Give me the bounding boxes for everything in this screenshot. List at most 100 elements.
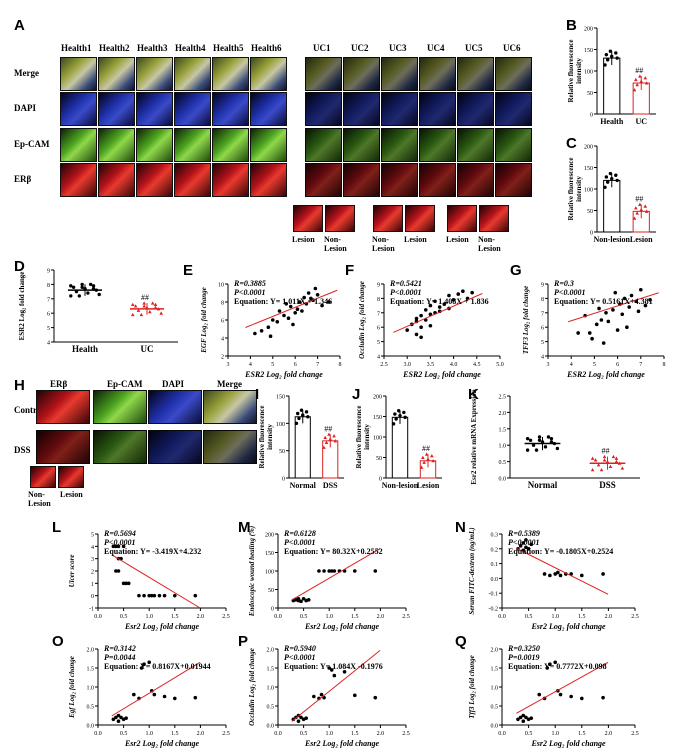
panel-letter-q: Q: [455, 633, 467, 650]
zoom-inset-4: [447, 205, 477, 232]
r-value: R=0.6128: [283, 529, 316, 538]
data-point: [114, 569, 118, 573]
data-point: [590, 456, 595, 460]
zoom-label-5: Non- Lesion: [478, 235, 501, 253]
data-point: [111, 717, 116, 722]
data-point: [150, 301, 155, 305]
data-point: [629, 293, 634, 298]
zoom-label-2: Non- Lesion: [372, 235, 395, 253]
micrograph-health6-dapi: [250, 92, 287, 126]
y-tick-label: 0.0: [491, 577, 499, 583]
data-point: [419, 325, 423, 329]
data-point: [634, 206, 638, 210]
h-row-label-1: DSS: [14, 445, 31, 455]
data-point: [617, 461, 622, 465]
data-point: [322, 445, 326, 449]
data-point: [632, 216, 637, 220]
data-point: [601, 572, 605, 576]
data-point: [615, 328, 620, 332]
data-point: [537, 435, 542, 439]
data-point: [306, 415, 310, 419]
y-tick-label: 100: [265, 570, 274, 576]
panel-letter-d: D: [14, 258, 25, 275]
data-point: [643, 204, 648, 208]
regression-line: [291, 649, 381, 722]
data-point: [148, 309, 152, 314]
data-point: [83, 287, 87, 291]
data-point: [137, 593, 141, 598]
data-point: [173, 593, 177, 598]
y-axis-label: TFF3 Log₂ fold change: [522, 286, 530, 354]
h-micrograph-dss-epcam: [93, 430, 147, 464]
data-point: [153, 302, 158, 307]
data-point: [193, 695, 198, 700]
data-point: [253, 331, 257, 336]
h-micrograph-control-epcam: [93, 390, 147, 424]
y-tick-label: 50: [279, 449, 285, 455]
y-tick-label: 5: [47, 326, 50, 332]
y-tick-label: 150: [584, 48, 593, 54]
row-label-2: Ep-CAM: [14, 139, 50, 149]
data-point: [288, 304, 293, 309]
panel-letter-a: A: [14, 17, 25, 34]
y-tick-label: 50: [587, 209, 593, 215]
micrograph-health4-dapi: [174, 92, 211, 126]
col-label-health-2: Health2: [99, 43, 130, 53]
data-point: [615, 178, 619, 183]
data-point: [373, 569, 378, 573]
data-point: [393, 412, 397, 416]
data-point: [558, 573, 563, 578]
significance-mark: ##: [422, 444, 430, 453]
x-tick-label: 1.0: [145, 731, 153, 737]
data-point: [319, 692, 324, 697]
x-tick-label: 0.5: [120, 614, 128, 620]
r-value: R=0.3885: [233, 279, 266, 288]
micrograph-uc4-merge: [419, 57, 456, 91]
data-point: [139, 312, 144, 317]
y-tick-label: 150: [373, 415, 382, 421]
micrograph-health5-epcam: [212, 128, 249, 162]
y-tick-label: 0.0: [499, 477, 507, 483]
y-tick-label: 150: [265, 551, 274, 557]
h-zoom-label-0: Non- Lesion: [28, 490, 51, 508]
data-point: [271, 318, 275, 322]
data-point: [635, 211, 639, 215]
data-point: [421, 455, 425, 459]
data-point: [324, 440, 329, 444]
micrograph-uc5-dapi: [457, 92, 494, 126]
h-micrograph-control-dapi: [148, 390, 202, 424]
y-axis-label: Ulcer score: [68, 555, 76, 588]
data-point: [555, 446, 560, 451]
regression-line: [516, 547, 609, 595]
data-point: [558, 692, 563, 697]
x-tick-label: 1.5: [578, 731, 586, 737]
y-tick-label: 0.0: [491, 724, 499, 730]
panel-letter-h: H: [14, 377, 25, 394]
y-tick-label: 1.5: [491, 667, 499, 673]
data-point: [296, 411, 300, 416]
micrograph-health4-epcam: [174, 128, 211, 162]
data-point: [430, 454, 434, 458]
data-point: [529, 542, 534, 547]
data-point: [627, 305, 631, 309]
p-value: P=0.0044: [104, 653, 135, 662]
p-value: P<0.0001: [284, 653, 315, 662]
data-point: [636, 309, 641, 314]
panel-letter-i: I: [255, 386, 260, 403]
h-zoom-1: [58, 466, 84, 488]
micrograph-uc4-dapi: [419, 92, 456, 126]
x-tick-label: 0.0: [498, 731, 506, 737]
x-tick-label: 1.0: [551, 614, 559, 620]
regression-equation: Equation: Y= -3.419X+4.232: [104, 547, 201, 556]
y-tick-label: 5: [377, 340, 380, 346]
data-point: [423, 308, 428, 312]
data-point: [147, 593, 151, 598]
col-label-health-1: Health1: [61, 43, 92, 53]
data-point: [130, 302, 135, 307]
micrograph-uc3-dapi: [381, 92, 418, 126]
data-point: [124, 581, 128, 586]
data-point: [424, 452, 429, 456]
micrograph-uc2-erb: [343, 163, 380, 197]
y-tick-label: 2.0: [267, 648, 275, 654]
y-tick-label: 4: [221, 337, 224, 343]
